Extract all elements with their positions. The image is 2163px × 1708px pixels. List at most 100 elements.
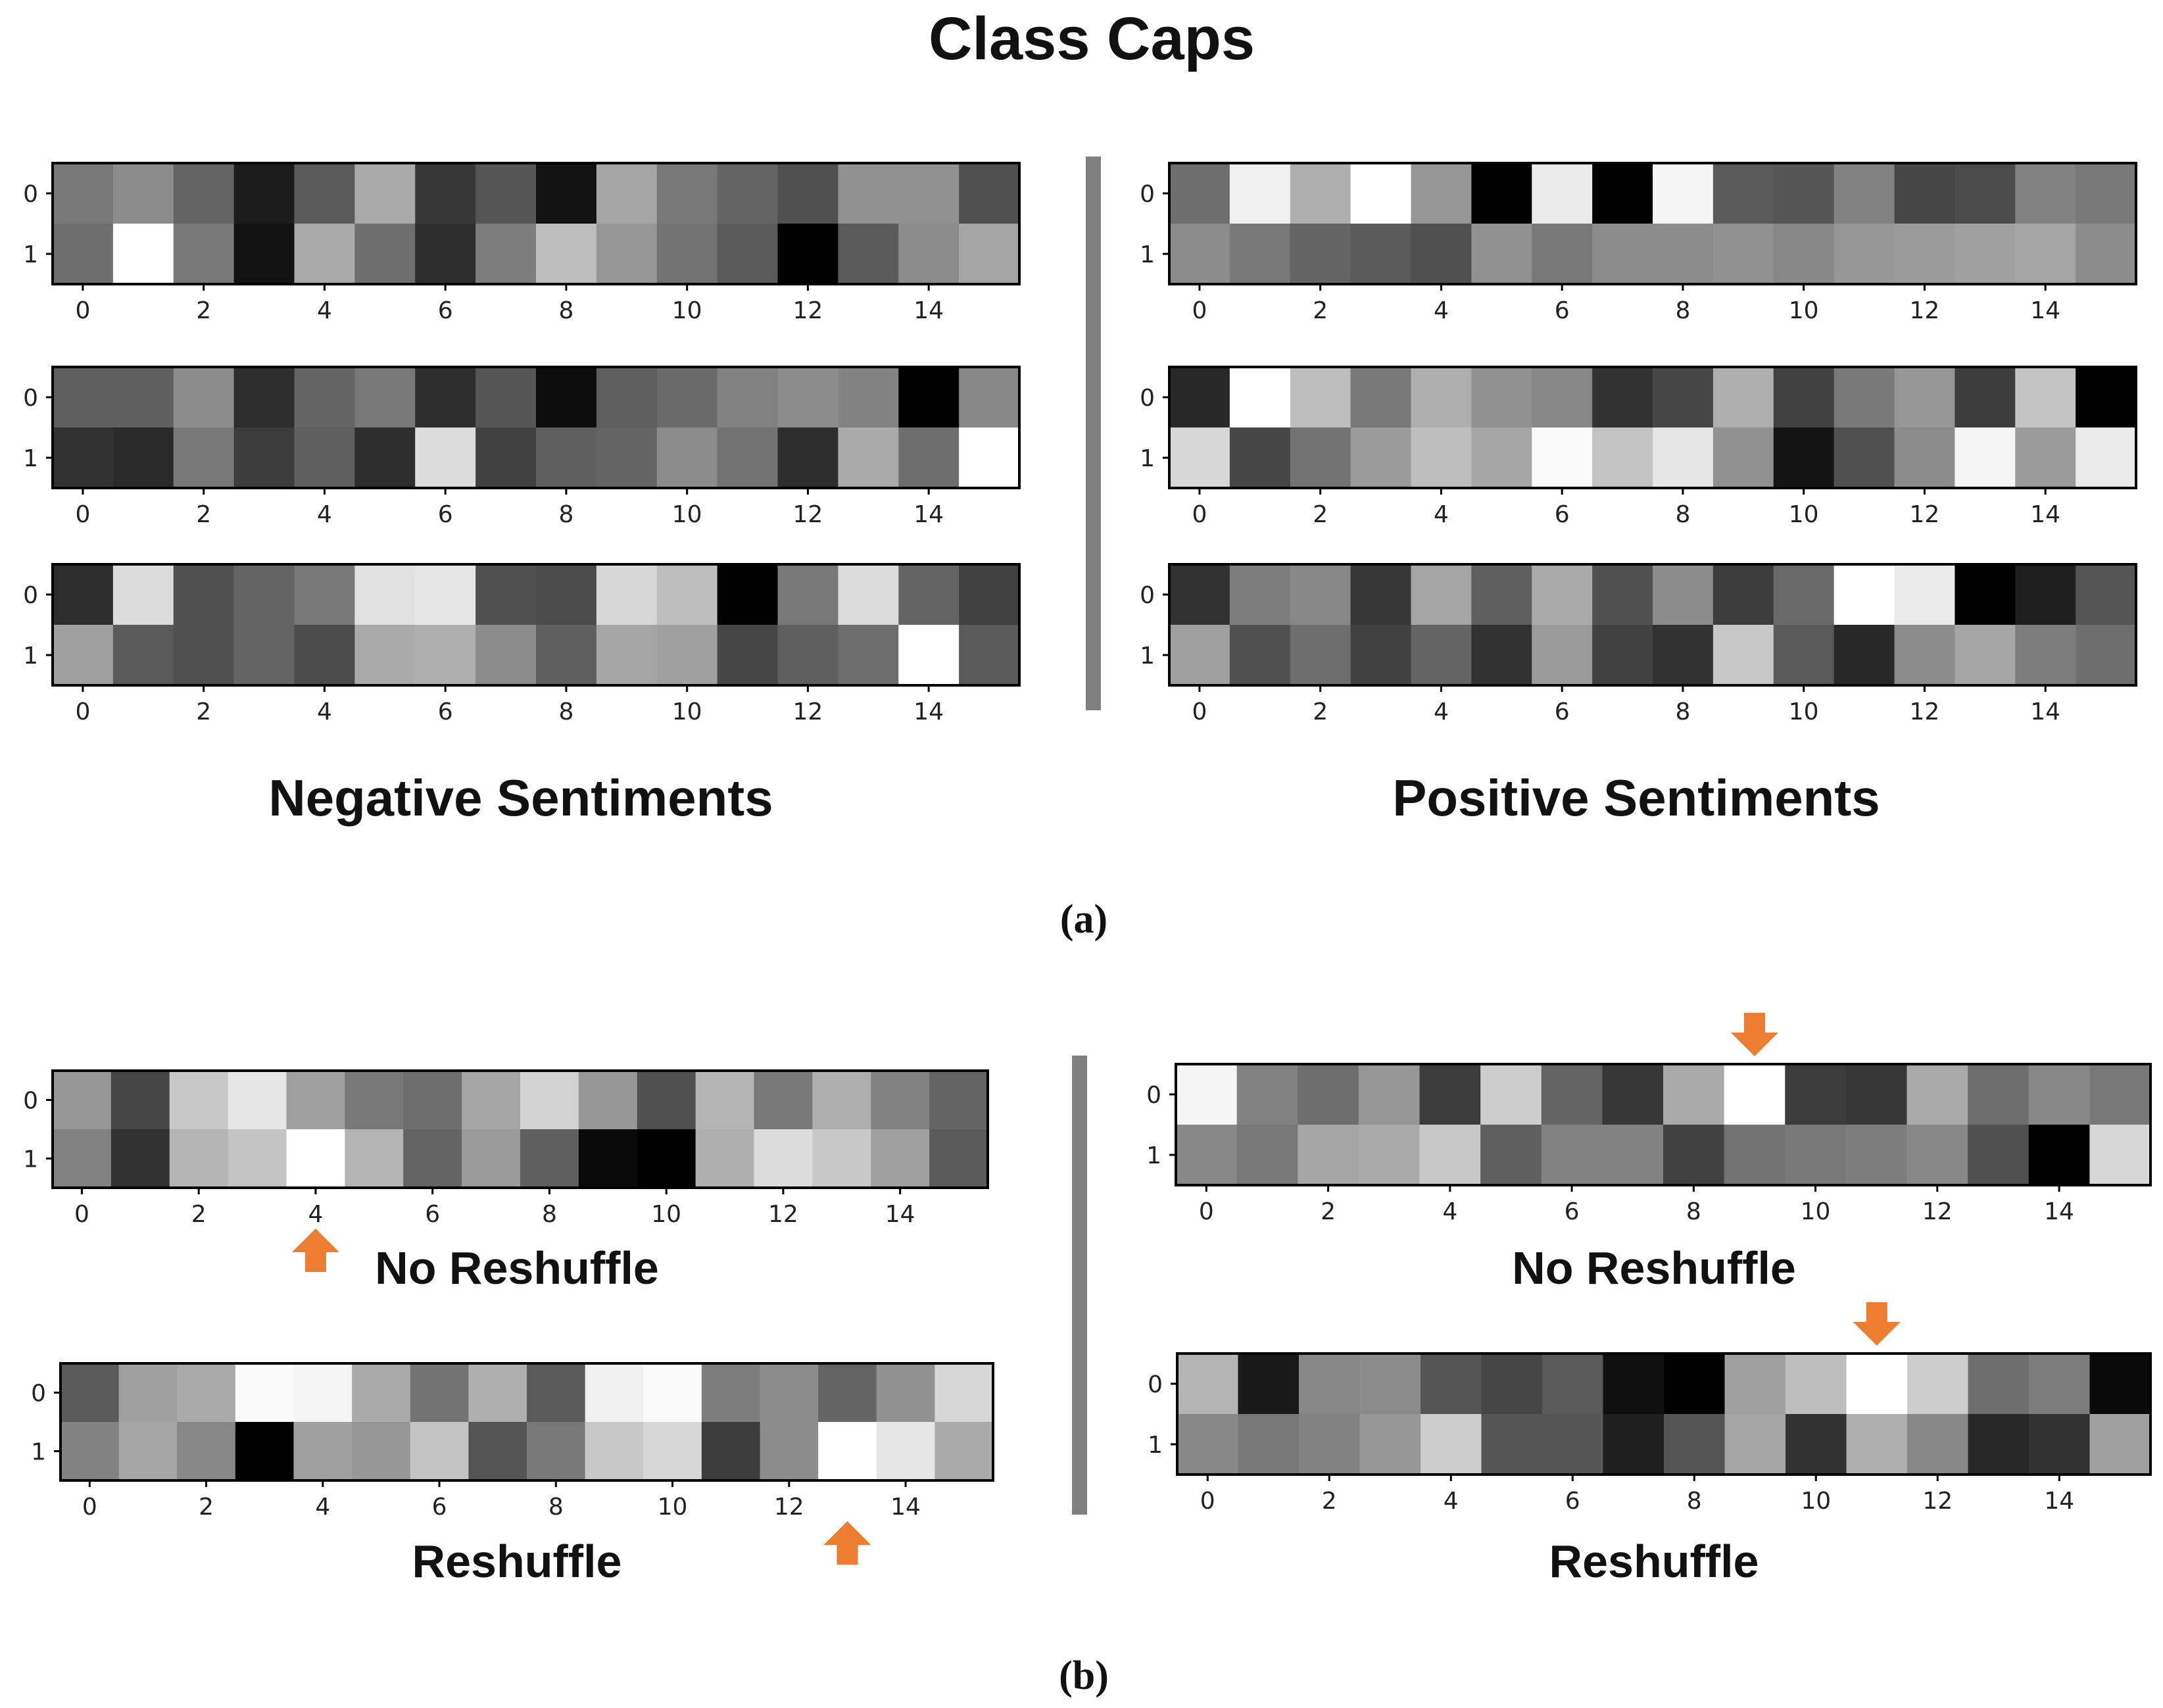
panel-a-caption: (a) [1060,897,1107,942]
heatmap-cell [777,224,838,285]
heatmap-cell [233,625,295,686]
heatmap-cell [345,1071,404,1130]
heatmap-cell [1532,427,1593,489]
heatmap-cell [1238,1354,1300,1415]
x-tick-label: 8 [1687,1488,1702,1515]
x-tick-label: 4 [315,1494,330,1521]
heatmap-cell [1653,625,1714,686]
heatmap-cell [118,1422,178,1481]
heatmap-cell [1411,224,1472,285]
x-tick-label: 2 [196,297,211,324]
heatmap-frame [1168,162,2137,285]
heatmap-cell [1290,427,1351,489]
left-no-reshuffle-label: No Reshuffle [375,1242,659,1294]
heatmap-cell [643,1422,702,1481]
x-tick-label: 6 [1555,501,1570,528]
heatmap-cell [293,1363,352,1423]
heatmap-cell [1955,163,2016,224]
y-tick-label: 1 [23,241,38,268]
heatmap-cell [527,1422,586,1481]
heatmap-cell [1471,625,1532,686]
heatmap-cell [468,1363,527,1423]
heatmap-cell [2028,1064,2090,1125]
heatmap-cell [585,1363,644,1423]
heatmap-cell [1298,1125,1359,1186]
heatmap-cell [959,367,1020,428]
x-tick-label: 0 [74,1201,89,1228]
heatmap-cell [2076,163,2137,224]
heatmap-cell [1773,427,1835,489]
x-tick-label: 2 [1322,1488,1337,1515]
heatmap-cell [1169,224,1230,285]
heatmap-cell [235,1363,295,1423]
heatmap-cell [1542,1354,1604,1415]
heatmap-cell [578,1071,638,1130]
heatmap-negative-2: 010 2 4 6 8 10 12 14 [23,366,1021,528]
heatmap-cell [717,625,779,686]
heatmap-cell [410,1422,469,1481]
heatmap-cell [1724,1414,1786,1475]
heatmap-cell [1532,224,1593,285]
heatmap-cell [1229,224,1291,285]
x-tick-label: 14 [913,297,944,324]
heatmap-cell [717,427,779,489]
y-tick-label: 1 [23,445,38,472]
heatmap-cell [294,367,355,428]
heatmap-cell [1592,224,1653,285]
heatmap-cell [754,1071,813,1130]
heatmap-cell [1592,427,1653,489]
heatmap-cell [2089,1064,2151,1125]
x-tick-label: 0 [1199,1198,1214,1225]
heatmap-cell [637,1071,696,1130]
heatmap-cell [1785,1064,1847,1125]
heatmap-cell [293,1422,352,1481]
heatmap-cell [898,427,960,489]
heatmap-cell [2076,224,2137,285]
y-tick-label: 0 [31,1380,46,1407]
x-tick-label: 12 [1910,698,1940,725]
heatmap-cell [1773,224,1835,285]
y-tick-label: 0 [1140,582,1155,609]
heatmap-cell [1846,1414,1908,1475]
heatmap-frame [51,162,1021,285]
heatmap-cell [1968,1125,2029,1186]
heatmap-cell [53,367,114,428]
heatmap-cell [1894,625,1955,686]
heatmap-cell [1411,367,1472,428]
x-tick-label: 10 [1789,501,1819,528]
heatmap-cell [1532,625,1593,686]
x-tick-label: 14 [2044,1198,2074,1225]
heatmap-cell [352,1363,411,1423]
heatmap-frame [1175,1063,2152,1186]
heatmap-cell [169,1129,229,1188]
heatmap-cell [1894,564,1955,625]
x-tick-label: 2 [196,501,211,528]
heatmap-cell [2076,427,2137,489]
x-tick-label: 2 [196,698,211,725]
heatmap-cell [701,1422,761,1481]
heatmap-cell [838,564,899,625]
heatmap-cell [898,224,960,285]
heatmap-cell [1592,625,1653,686]
heatmap-cell [1894,427,1955,489]
heatmap-cell [2089,1414,2151,1475]
heatmap-cell [935,1422,994,1481]
heatmap-positive-3: 010 2 4 6 8 10 12 14 [1140,563,2137,725]
heatmap-cell [585,1422,644,1481]
heatmap-cell [717,367,779,428]
heatmap-cell [1480,1064,1542,1125]
heatmap-cell [1169,427,1230,489]
heatmap-cell [112,163,174,224]
heatmap-cell [637,1129,696,1188]
heatmap-cell [1713,224,1774,285]
heatmap-cell [1541,1125,1603,1186]
heatmap-cell [596,163,658,224]
heatmap-cell [1419,1125,1481,1186]
heatmap-cell [1411,625,1472,686]
heatmap-cell [1785,1125,1847,1186]
heatmap-negative-3: 010 2 4 6 8 10 12 14 [23,563,1021,725]
heatmap-cell [1298,1064,1359,1125]
heatmap-cell [1229,427,1291,489]
x-tick-label: 2 [199,1494,214,1521]
heatmap-cell [1359,1414,1421,1475]
